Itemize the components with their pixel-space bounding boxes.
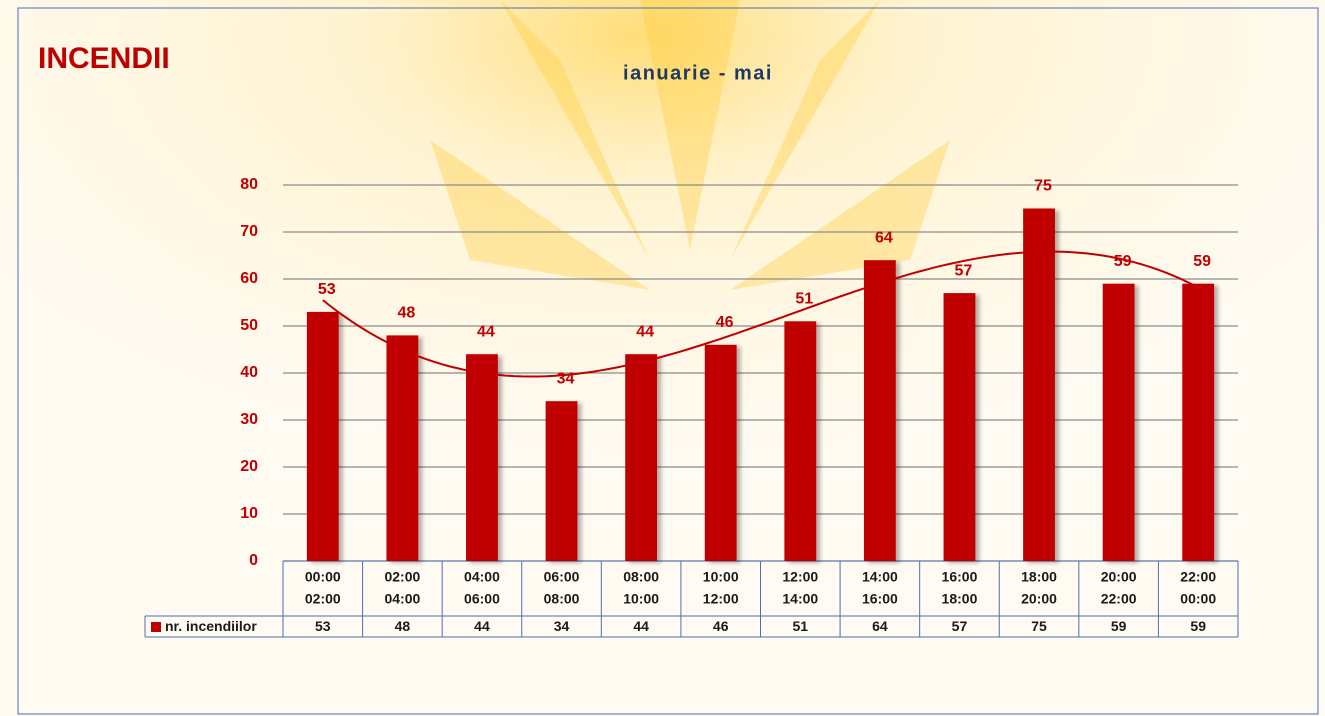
x-tick-label: 08:00 xyxy=(623,569,659,585)
table-value: 44 xyxy=(633,618,649,634)
x-tick-label: 00:00 xyxy=(1180,591,1216,607)
x-tick-label: 16:00 xyxy=(942,569,978,585)
x-tick-label: 02:00 xyxy=(305,591,341,607)
x-tick-label: 22:00 xyxy=(1101,591,1137,607)
bar xyxy=(546,401,578,561)
bar xyxy=(944,293,976,561)
data-label: 44 xyxy=(477,323,495,340)
table-value: 75 xyxy=(1031,618,1047,634)
y-tick-label: 80 xyxy=(240,176,258,193)
data-label: 34 xyxy=(557,370,575,387)
table-value: 57 xyxy=(952,618,968,634)
y-tick-label: 40 xyxy=(240,364,258,381)
table-value: 48 xyxy=(395,618,411,634)
bar xyxy=(1103,284,1135,561)
table-value: 59 xyxy=(1111,618,1127,634)
data-label: 75 xyxy=(1034,178,1052,195)
x-tick-label: 12:00 xyxy=(782,569,818,585)
x-tick-label: 18:00 xyxy=(1021,569,1057,585)
bar xyxy=(1182,284,1214,561)
bar xyxy=(386,335,418,561)
legend-swatch xyxy=(151,622,161,632)
x-tick-label: 02:00 xyxy=(384,569,420,585)
bar xyxy=(705,345,737,561)
table-value: 53 xyxy=(315,618,331,634)
data-label: 46 xyxy=(716,314,734,331)
y-tick-label: 60 xyxy=(240,270,258,287)
bar xyxy=(466,354,498,561)
x-tick-label: 04:00 xyxy=(384,591,420,607)
chart-title: INCENDII xyxy=(38,42,170,75)
x-tick-label: 22:00 xyxy=(1180,569,1216,585)
x-tick-label: 12:00 xyxy=(703,591,739,607)
data-label: 53 xyxy=(318,281,336,298)
data-label: 64 xyxy=(875,229,893,246)
bar xyxy=(625,354,657,561)
x-tick-label: 00:00 xyxy=(305,569,341,585)
x-tick-label: 08:00 xyxy=(544,591,580,607)
data-label: 51 xyxy=(795,291,813,308)
legend-label: nr. incendiilor xyxy=(165,618,257,634)
bar xyxy=(784,321,816,561)
x-tick-label: 16:00 xyxy=(862,591,898,607)
table-value: 34 xyxy=(554,618,570,634)
y-tick-label: 0 xyxy=(249,552,258,569)
table-value: 64 xyxy=(872,618,888,634)
y-tick-label: 20 xyxy=(240,458,258,475)
table-value: 51 xyxy=(793,618,809,634)
chart-subtitle: ianuarie - mai xyxy=(623,62,773,84)
x-tick-label: 04:00 xyxy=(464,569,500,585)
x-tick-label: 10:00 xyxy=(703,569,739,585)
bar xyxy=(307,312,339,561)
x-tick-label: 18:00 xyxy=(942,591,978,607)
chart: INCENDII ianuarie - mai 0 10 20 30 40 50 60 70 8… xyxy=(0,0,1325,716)
x-tick-label: 20:00 xyxy=(1101,569,1137,585)
x-tick-label: 14:00 xyxy=(782,591,818,607)
y-tick-label: 70 xyxy=(240,223,258,240)
table-value: 44 xyxy=(474,618,490,634)
table-value: 59 xyxy=(1190,618,1206,634)
y-tick-label: 10 xyxy=(240,505,258,522)
x-tick-label: 10:00 xyxy=(623,591,659,607)
x-tick-label: 06:00 xyxy=(464,591,500,607)
table-value: 46 xyxy=(713,618,729,634)
data-label: 59 xyxy=(1193,253,1211,270)
bar xyxy=(864,260,896,561)
x-tick-label: 20:00 xyxy=(1021,591,1057,607)
data-label: 44 xyxy=(636,323,654,340)
x-tick-label: 06:00 xyxy=(544,569,580,585)
x-tick-label: 14:00 xyxy=(862,569,898,585)
y-tick-label: 30 xyxy=(240,411,258,428)
data-label: 48 xyxy=(397,305,415,322)
bar xyxy=(1023,209,1055,562)
data-label: 57 xyxy=(955,262,973,279)
y-tick-label: 50 xyxy=(240,317,258,334)
